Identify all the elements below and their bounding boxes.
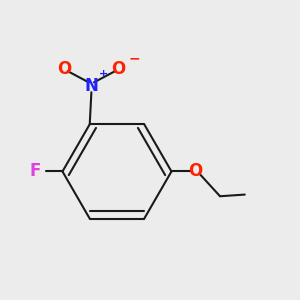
Text: N: N [84, 77, 98, 95]
Text: −: − [128, 52, 140, 66]
Text: O: O [57, 60, 71, 78]
Text: O: O [188, 163, 202, 181]
Text: +: + [99, 69, 108, 79]
Text: O: O [111, 60, 126, 78]
Text: F: F [30, 163, 41, 181]
